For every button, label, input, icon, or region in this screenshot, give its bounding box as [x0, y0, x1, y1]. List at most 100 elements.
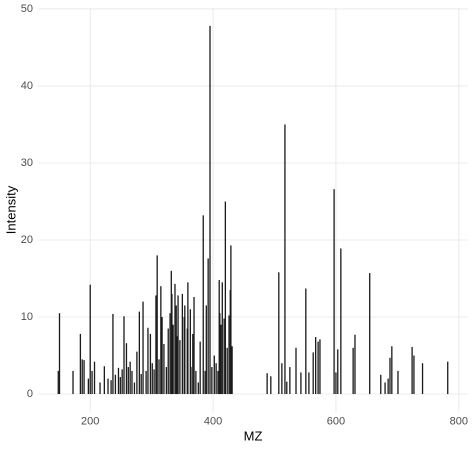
- bar: [177, 295, 179, 395]
- bar: [140, 373, 142, 395]
- bar: [149, 333, 152, 395]
- bar: [163, 343, 165, 395]
- bar: [190, 367, 192, 395]
- bar: [58, 313, 61, 395]
- bar: [231, 346, 233, 395]
- bar: [131, 370, 133, 395]
- bar: [421, 363, 424, 395]
- y-tick-label: 20: [21, 234, 33, 246]
- bar: [270, 376, 272, 395]
- bar: [312, 352, 314, 395]
- bar: [161, 317, 163, 395]
- bar: [160, 286, 162, 395]
- bar: [305, 288, 307, 395]
- bar: [179, 340, 181, 395]
- bar: [91, 370, 93, 395]
- bar: [286, 381, 288, 395]
- bar: [413, 355, 415, 395]
- bar: [123, 316, 125, 395]
- bar: [174, 283, 176, 395]
- bar: [158, 359, 160, 395]
- bar: [136, 351, 138, 395]
- bar: [352, 347, 354, 395]
- bar: [391, 346, 393, 395]
- bar: [103, 366, 105, 395]
- bar: [221, 282, 223, 395]
- bar: [119, 377, 121, 395]
- bar: [169, 313, 171, 395]
- bar: [389, 357, 391, 395]
- bar: [192, 333, 194, 395]
- bar: [220, 324, 222, 395]
- bar: [83, 360, 85, 395]
- bar: [219, 313, 221, 395]
- bar: [295, 347, 297, 395]
- bar: [380, 374, 382, 395]
- bar: [181, 293, 184, 395]
- bar: [145, 370, 147, 395]
- bar: [133, 382, 136, 395]
- bar: [199, 341, 201, 395]
- bar: [447, 361, 449, 395]
- bar: [319, 339, 321, 395]
- bar: [138, 311, 141, 395]
- bar: [112, 313, 114, 395]
- bar: [266, 373, 268, 395]
- bar: [223, 318, 225, 395]
- y-tick-label: 10: [21, 311, 33, 323]
- bar: [99, 382, 101, 395]
- bar: [317, 341, 319, 395]
- bar: [289, 367, 291, 395]
- y-tick-label: 40: [21, 80, 33, 92]
- bar: [110, 380, 112, 395]
- bar: [226, 347, 228, 395]
- bar: [278, 272, 280, 395]
- bar: [125, 343, 128, 395]
- bar: [171, 293, 173, 395]
- bar: [172, 324, 174, 395]
- bar: [81, 359, 83, 395]
- bar: [228, 315, 230, 395]
- bar: [340, 248, 342, 395]
- bar: [167, 328, 169, 395]
- bar: [308, 372, 310, 395]
- y-tick-label: 30: [21, 157, 33, 169]
- bar: [93, 361, 96, 395]
- bar: [205, 305, 207, 395]
- x-axis-title: MZ: [244, 428, 263, 443]
- bar: [153, 369, 155, 395]
- bar: [315, 337, 317, 395]
- bar: [121, 369, 123, 395]
- bar: [107, 378, 109, 395]
- bar: [195, 370, 197, 395]
- bar: [207, 258, 209, 395]
- bar: [209, 25, 211, 395]
- bar: [333, 189, 335, 395]
- bar: [127, 367, 129, 395]
- bar: [300, 372, 302, 395]
- bar: [337, 349, 339, 395]
- bar: [204, 370, 206, 395]
- bar: [72, 370, 74, 395]
- x-tick-label: 600: [327, 415, 345, 427]
- bar: [211, 367, 213, 395]
- bar: [217, 370, 219, 395]
- bar: [224, 201, 227, 395]
- bar: [184, 305, 186, 395]
- bar: [354, 334, 356, 395]
- bar: [187, 282, 189, 395]
- bar: [89, 284, 91, 395]
- bar: [57, 370, 59, 395]
- bar: [156, 255, 158, 395]
- bar: [197, 382, 199, 395]
- bar: [142, 301, 144, 395]
- bar: [193, 296, 195, 395]
- bar: [189, 309, 191, 395]
- bar: [387, 378, 389, 395]
- bar: [129, 361, 131, 395]
- y-axis-title: Intensity: [3, 185, 18, 234]
- bar: [411, 347, 413, 395]
- bar: [215, 363, 217, 395]
- bar: [284, 124, 286, 395]
- x-tick-label: 400: [204, 415, 222, 427]
